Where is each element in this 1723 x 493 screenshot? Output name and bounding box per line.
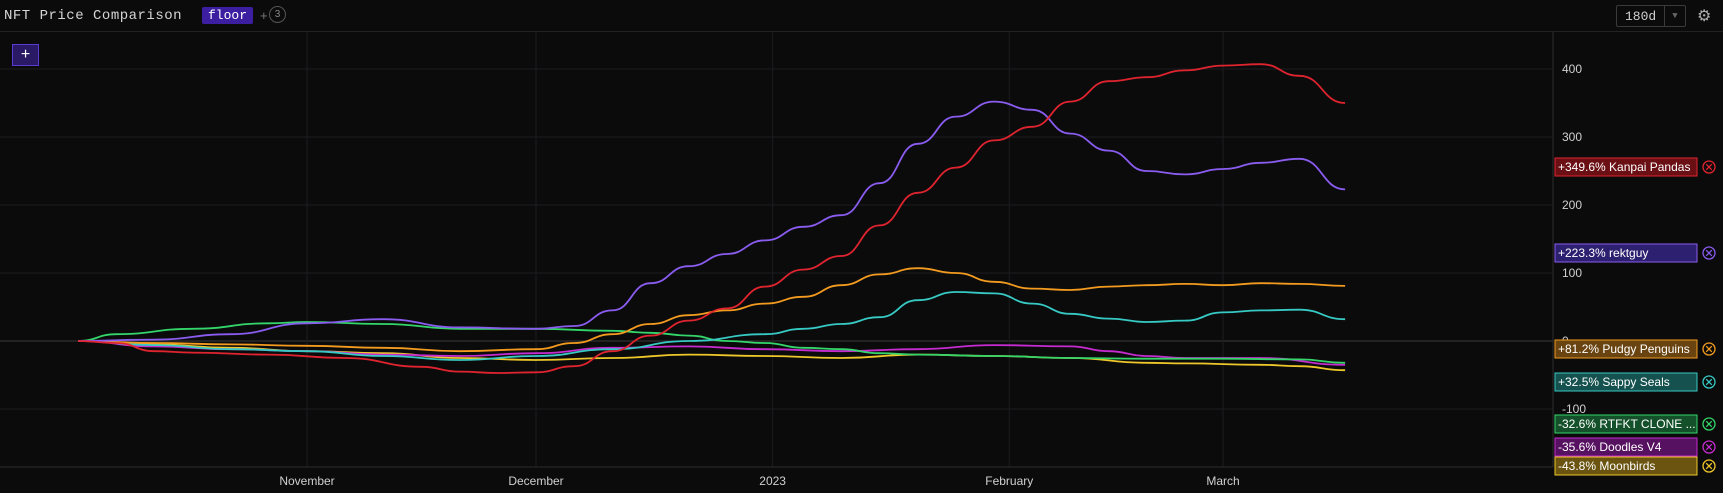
close-circle-icon[interactable] [1702, 440, 1716, 454]
y-tick-label: 300 [1562, 130, 1582, 144]
legend-entry-label: +349.6% Kanpai Pandas [1558, 160, 1690, 174]
series-line-pudgy-penguins [77, 267, 1346, 353]
chevron-down-icon[interactable]: ▼ [1664, 6, 1685, 26]
close-icon-stroke [1705, 345, 1713, 353]
close-icon-stroke [1705, 249, 1713, 257]
close-circle-icon[interactable] [1702, 417, 1716, 431]
legend-entry[interactable]: +81.2% Pudgy Penguins [1554, 339, 1698, 359]
chart-header: NFT Price Comparison floor + 3 180d ▼ ⚙ [0, 0, 1723, 32]
y-tick-label: -100 [1562, 402, 1586, 416]
legend-entry-bg [1554, 372, 1698, 392]
legend-entry-bg [1554, 414, 1698, 434]
close-circle-icon[interactable] [1702, 160, 1716, 174]
time-range-select[interactable]: 180d ▼ [1616, 5, 1686, 27]
close-icon-stroke [1705, 462, 1713, 470]
close-circle-icon[interactable] [1702, 246, 1716, 260]
legend-entry[interactable]: +349.6% Kanpai Pandas [1554, 157, 1698, 177]
legend-entry-bg [1554, 437, 1698, 457]
close-icon-stroke [1705, 420, 1713, 428]
close-circle-icon[interactable] [1702, 459, 1716, 473]
legend-entry-bg [1554, 243, 1698, 263]
legend-entry[interactable]: +32.5% Sappy Seals [1554, 372, 1698, 392]
legend-entry-label: -35.6% Doodles V4 [1558, 440, 1662, 454]
legend-entry-label: +81.2% Pudgy Penguins [1558, 342, 1690, 356]
x-tick-label: November [279, 474, 334, 488]
legend-entry-label: +223.3% rektguy [1558, 246, 1648, 260]
legend-entry[interactable]: +223.3% rektguy [1554, 243, 1698, 263]
line-chart: 4003002001000-100NovemberDecember2023Feb… [0, 32, 1716, 488]
x-tick-label: 2023 [759, 474, 786, 488]
y-tick-label: 400 [1562, 62, 1582, 76]
page-title: NFT Price Comparison [4, 8, 183, 24]
legend-entry[interactable]: -43.8% Moonbirds [1554, 456, 1698, 476]
legend-entry-bg [1554, 339, 1698, 359]
close-circle-icon[interactable] [1702, 342, 1716, 356]
gear-icon[interactable]: ⚙ [1697, 8, 1712, 25]
y-tick-label: 100 [1562, 266, 1582, 280]
legend-entry-label: -43.8% Moonbirds [1558, 459, 1655, 473]
series-line-kanpai-pandas [77, 63, 1346, 374]
y-tick-label: 200 [1562, 198, 1582, 212]
legend-entry-bg [1554, 157, 1698, 177]
series-line-rtfkt-clone [77, 321, 1346, 364]
series-line-rektguy [77, 100, 1346, 342]
add-metric-icon[interactable]: + [260, 8, 268, 23]
close-icon-stroke [1705, 443, 1713, 451]
x-tick-label: March [1206, 474, 1239, 488]
legend-entry[interactable]: -35.6% Doodles V4 [1554, 437, 1698, 457]
legend-entry[interactable]: -32.6% RTFKT CLONE ... [1554, 414, 1698, 434]
x-tick-label: February [985, 474, 1033, 488]
legend-entry-label: +32.5% Sappy Seals [1558, 375, 1670, 389]
close-icon-stroke [1705, 163, 1713, 171]
series-line-sappy-seals [77, 291, 1346, 361]
add-collection-button[interactable]: + [12, 44, 39, 66]
metric-tag-floor[interactable]: floor [202, 7, 254, 24]
extra-metrics-count-badge[interactable]: 3 [269, 6, 286, 23]
close-circle-icon[interactable] [1702, 375, 1716, 389]
legend-entry-label: -32.6% RTFKT CLONE ... [1558, 417, 1696, 431]
time-range-value: 180d [1625, 9, 1657, 24]
x-tick-label: December [508, 474, 563, 488]
close-icon-stroke [1705, 378, 1713, 386]
legend-entry-bg [1554, 456, 1698, 476]
